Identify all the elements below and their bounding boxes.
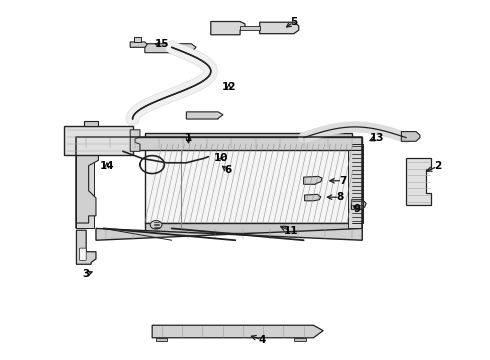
Polygon shape (76, 230, 96, 264)
Text: 1: 1 (185, 133, 193, 143)
Polygon shape (130, 130, 140, 151)
Polygon shape (76, 139, 98, 223)
Text: 12: 12 (222, 82, 237, 93)
Polygon shape (96, 228, 362, 240)
Polygon shape (145, 133, 352, 144)
Text: 4: 4 (258, 334, 266, 345)
Polygon shape (347, 149, 362, 228)
Polygon shape (156, 338, 167, 341)
Polygon shape (304, 176, 322, 184)
Polygon shape (76, 127, 118, 138)
Text: 3: 3 (83, 269, 90, 279)
Polygon shape (260, 22, 299, 34)
Text: 6: 6 (224, 165, 231, 175)
Polygon shape (134, 37, 142, 42)
Polygon shape (64, 126, 133, 155)
Polygon shape (145, 44, 196, 53)
Polygon shape (351, 200, 366, 210)
Text: 5: 5 (290, 17, 297, 27)
Polygon shape (406, 158, 431, 205)
Text: 7: 7 (339, 176, 346, 186)
Polygon shape (186, 112, 223, 119)
Polygon shape (401, 132, 420, 141)
Text: 14: 14 (100, 161, 115, 171)
Text: 13: 13 (369, 133, 384, 143)
Text: 10: 10 (214, 153, 229, 163)
Text: 11: 11 (284, 226, 299, 236)
Text: 15: 15 (155, 40, 169, 49)
Polygon shape (211, 22, 245, 35)
Polygon shape (84, 121, 98, 126)
Polygon shape (240, 26, 260, 30)
Polygon shape (76, 149, 94, 228)
Polygon shape (305, 194, 321, 201)
Polygon shape (145, 223, 352, 233)
Text: 9: 9 (354, 204, 361, 214)
Polygon shape (294, 338, 306, 341)
Polygon shape (152, 325, 323, 338)
Polygon shape (145, 144, 352, 223)
Text: 2: 2 (434, 161, 441, 171)
Polygon shape (76, 137, 362, 149)
Circle shape (150, 221, 162, 229)
FancyBboxPatch shape (79, 248, 86, 260)
Polygon shape (130, 42, 147, 47)
Text: 8: 8 (337, 192, 344, 202)
